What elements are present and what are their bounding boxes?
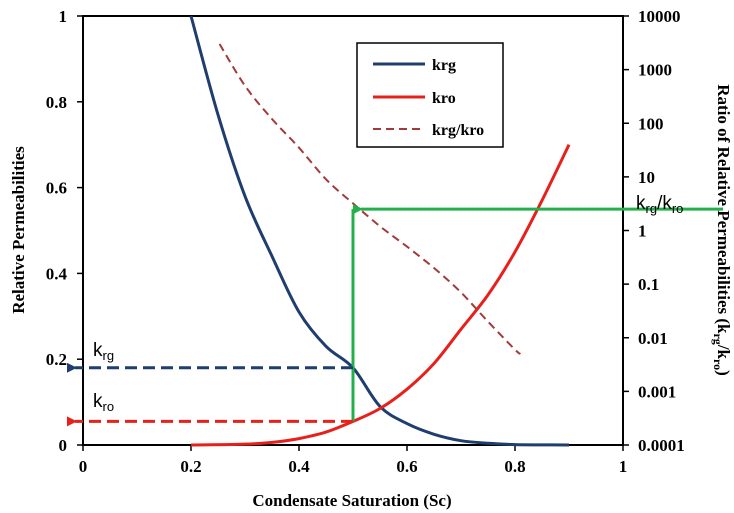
y-tick-label: 0 xyxy=(59,436,68,455)
x-tick-label: 1 xyxy=(619,457,628,476)
y2-tick-label: 0.1 xyxy=(638,275,659,294)
series-line-kro xyxy=(190,144,571,447)
kro-annotation: kro xyxy=(93,391,114,414)
x-tick-label: 0.2 xyxy=(180,457,201,476)
x-axis-title: Condensate Saturation (Sc) xyxy=(252,491,451,510)
y2-tick-label: 1 xyxy=(638,222,647,241)
x-tick-label: 0.4 xyxy=(288,457,310,476)
series-line-krg xyxy=(189,15,570,447)
y-tick-label: 0.2 xyxy=(46,350,67,369)
y2-tick-label: 0.001 xyxy=(638,382,676,401)
series-line-krg-kro xyxy=(218,43,522,355)
y2-tick-label: 0.01 xyxy=(638,329,668,348)
y2-tick-label: 10 xyxy=(638,168,655,187)
x-tick-label: 0 xyxy=(79,457,88,476)
y-axis-title: Relative Permeabilities xyxy=(9,146,28,314)
tick-labels-layer: 0 0.2 0.4 0.6 0.8 100.20.40.60.810.00010.0010… xyxy=(46,7,685,476)
y-tick-label: 0.4 xyxy=(46,264,68,283)
legend: krg kro krg/kro xyxy=(356,42,504,148)
legend-box xyxy=(356,42,504,148)
x-tick-label: 0.8 xyxy=(504,457,525,476)
legend-label-kro: kro xyxy=(432,90,456,107)
y2-tick-label: 1000 xyxy=(638,61,672,80)
y-tick-label: 0.6 xyxy=(46,179,67,198)
legend-label-ratio: krg/kro xyxy=(432,122,484,139)
y2-axis-title: Ratio of Relative Permeabilities (krg/kr… xyxy=(711,84,733,376)
ratio-annotation: krg/kro xyxy=(636,193,683,216)
plot-frame-layer xyxy=(77,15,629,451)
y-tick-label: 1 xyxy=(59,7,68,26)
y2-tick-label: 10000 xyxy=(638,7,681,26)
legend-label-krg: krg xyxy=(432,57,456,74)
y2-tick-label: 0.0001 xyxy=(638,436,685,455)
y-tick-label: 0.8 xyxy=(46,93,67,112)
guide-lines-layer xyxy=(67,204,723,427)
y2-tick-label: 100 xyxy=(638,114,664,133)
krg-annotation: krg xyxy=(93,340,114,363)
x-tick-label: 0.6 xyxy=(396,457,417,476)
series-layer xyxy=(189,15,571,447)
